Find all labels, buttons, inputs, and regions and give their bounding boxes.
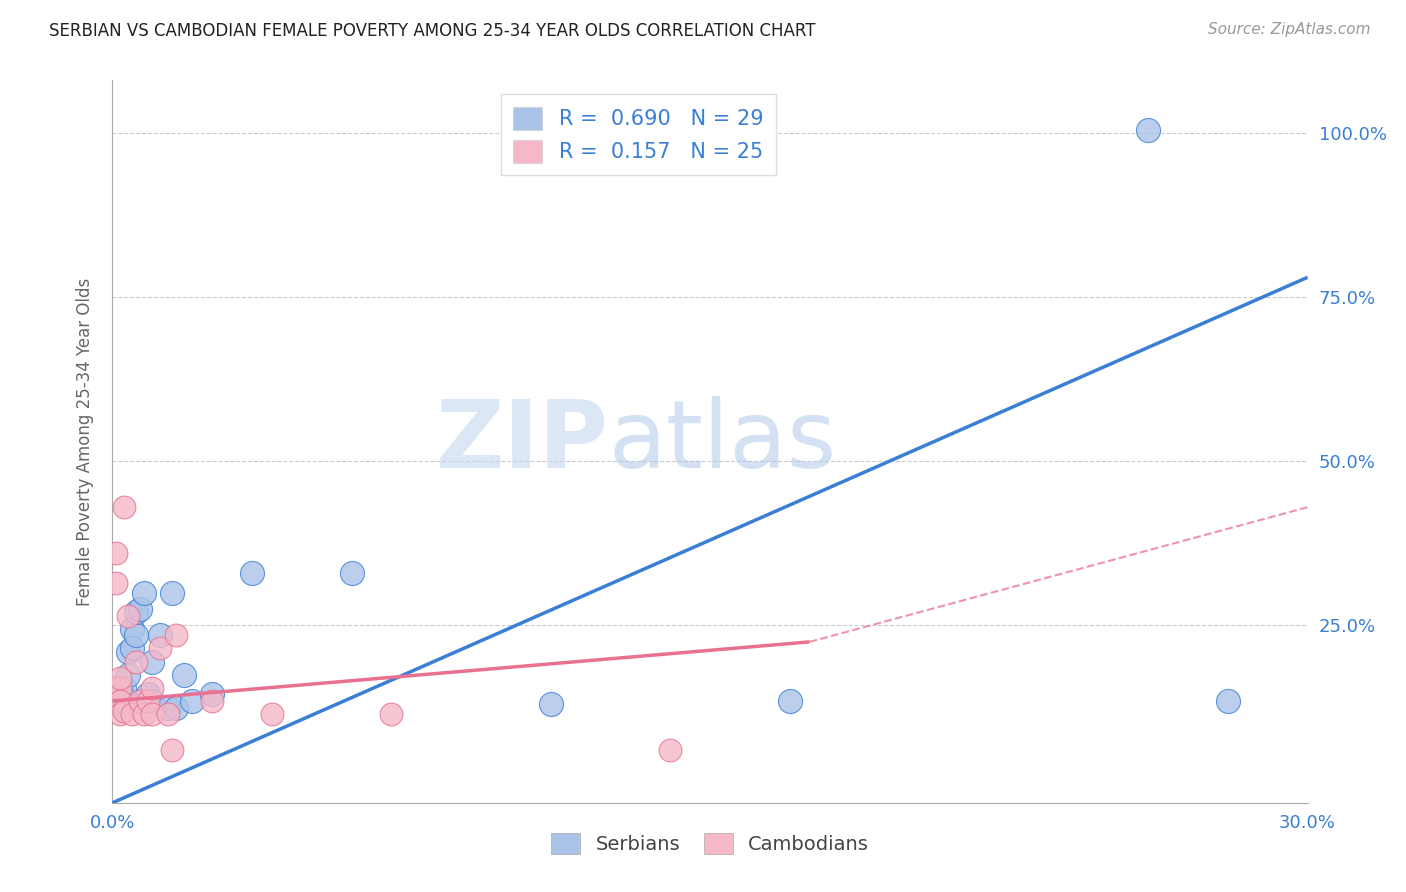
- Y-axis label: Female Poverty Among 25-34 Year Olds: Female Poverty Among 25-34 Year Olds: [76, 277, 94, 606]
- Text: SERBIAN VS CAMBODIAN FEMALE POVERTY AMONG 25-34 YEAR OLDS CORRELATION CHART: SERBIAN VS CAMBODIAN FEMALE POVERTY AMON…: [49, 22, 815, 40]
- Point: [110, 671, 132, 685]
- Point: [114, 500, 135, 515]
- Point: [105, 681, 128, 695]
- Point: [129, 602, 152, 616]
- Text: ZIP: ZIP: [436, 395, 609, 488]
- Point: [117, 608, 139, 623]
- Point: [110, 707, 132, 722]
- Point: [240, 566, 263, 580]
- Point: [110, 681, 132, 695]
- Point: [157, 700, 180, 714]
- Point: [659, 743, 682, 757]
- Point: [110, 681, 132, 695]
- Point: [121, 622, 143, 636]
- Text: atlas: atlas: [609, 395, 837, 488]
- Point: [117, 667, 139, 681]
- Point: [162, 585, 183, 599]
- Point: [165, 628, 187, 642]
- Point: [141, 655, 163, 669]
- Point: [121, 641, 143, 656]
- Point: [162, 743, 183, 757]
- Point: [141, 681, 163, 695]
- Point: [157, 707, 180, 722]
- Point: [134, 707, 156, 722]
- Point: [165, 700, 187, 714]
- Point: [1216, 694, 1239, 708]
- Point: [105, 546, 128, 560]
- Point: [114, 704, 135, 718]
- Point: [173, 667, 195, 681]
- Point: [779, 694, 801, 708]
- Point: [149, 628, 172, 642]
- Point: [114, 690, 135, 705]
- Point: [125, 605, 148, 619]
- Legend: Serbians, Cambodians: Serbians, Cambodians: [543, 825, 877, 862]
- Point: [121, 707, 143, 722]
- Point: [380, 707, 402, 722]
- Point: [181, 694, 204, 708]
- Text: Source: ZipAtlas.com: Source: ZipAtlas.com: [1208, 22, 1371, 37]
- Point: [125, 628, 148, 642]
- Point: [138, 687, 160, 701]
- Point: [201, 687, 224, 701]
- Point: [138, 694, 160, 708]
- Point: [1137, 122, 1160, 136]
- Point: [105, 694, 128, 708]
- Point: [105, 681, 128, 695]
- Point: [105, 575, 128, 590]
- Point: [340, 566, 363, 580]
- Point: [134, 585, 156, 599]
- Point: [141, 694, 163, 708]
- Point: [117, 645, 139, 659]
- Point: [141, 707, 163, 722]
- Point: [114, 681, 135, 695]
- Point: [260, 707, 283, 722]
- Point: [201, 694, 224, 708]
- Point: [540, 698, 562, 712]
- Point: [125, 655, 148, 669]
- Point: [149, 641, 172, 656]
- Point: [129, 694, 152, 708]
- Point: [110, 694, 132, 708]
- Point: [110, 698, 132, 712]
